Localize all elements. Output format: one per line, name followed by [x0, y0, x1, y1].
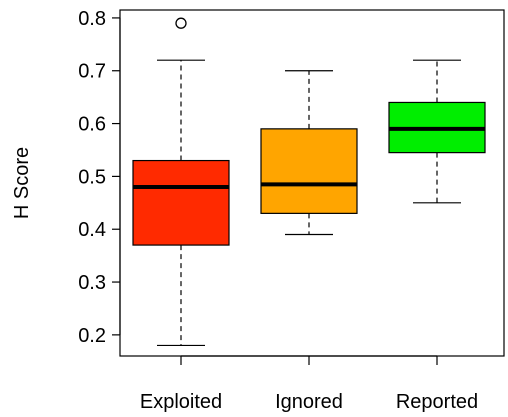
- x-tick-label: Exploited: [140, 391, 222, 413]
- y-tick-label: 0.5: [78, 166, 106, 188]
- y-axis: 0.2 0.3 0.4 0.5 0.6 0.7 0.8: [78, 8, 121, 347]
- box-reported: [388, 59, 486, 204]
- x-tick-label: Reported: [396, 391, 478, 413]
- iqr-box: [260, 128, 358, 214]
- x-axis: Exploited Ignored Reported: [140, 355, 478, 413]
- y-axis-title: H Score: [11, 147, 33, 219]
- x-tick-label: Ignored: [275, 391, 343, 413]
- y-tick-label: 0.7: [78, 61, 106, 83]
- y-tick-label: 0.8: [78, 8, 106, 30]
- box-ignored: [260, 70, 358, 236]
- y-tick-label: 0.4: [78, 219, 106, 241]
- y-tick-label: 0.2: [78, 325, 106, 347]
- outlier-point: [175, 17, 187, 29]
- y-tick-label: 0.3: [78, 272, 106, 294]
- iqr-box: [132, 159, 230, 246]
- y-tick-label: 0.6: [78, 114, 106, 136]
- boxes: [132, 17, 486, 347]
- box-exploited: [132, 17, 230, 347]
